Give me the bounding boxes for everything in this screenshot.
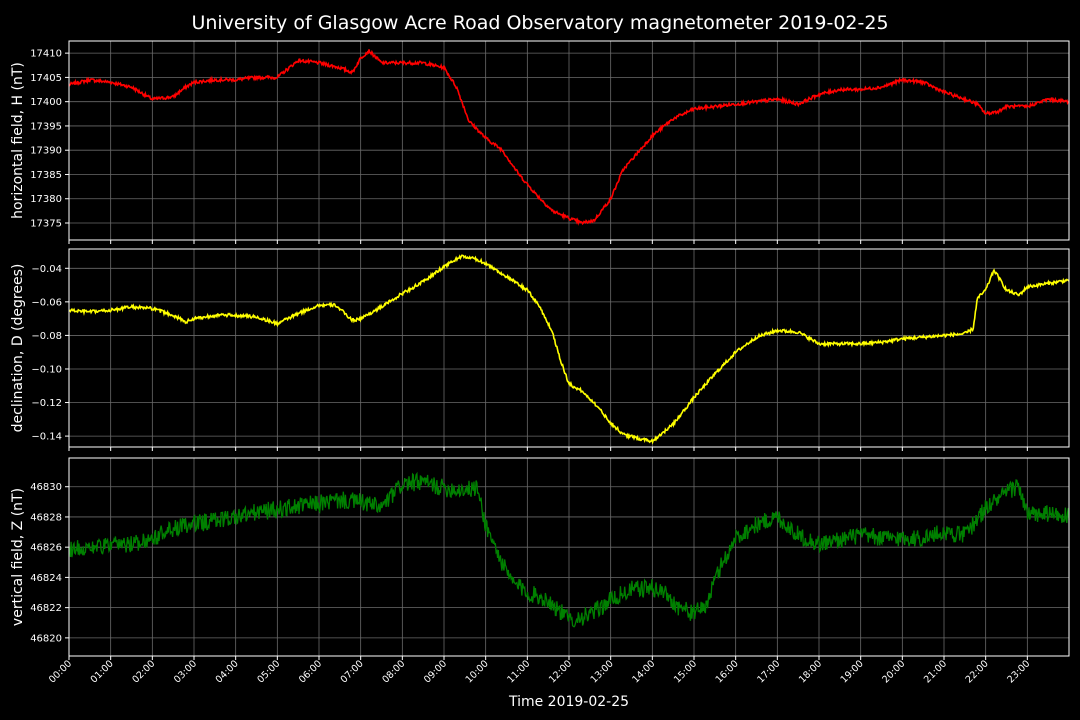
horizontal-field-y-tick-label: 17375 bbox=[30, 219, 62, 230]
vertical-field-y-tick-label: 46820 bbox=[30, 633, 62, 644]
horizontal-field-y-tick-label: 17395 bbox=[30, 121, 62, 132]
declination-line bbox=[68, 254, 1070, 445]
vertical-field-y-ticks: 46820 46822 46824 46826 46828 46830 bbox=[30, 482, 69, 644]
vertical-field-y-axis-label: vertical field, Z (nT) bbox=[10, 488, 26, 626]
horizontal-field-y-tick-label: 17410 bbox=[30, 49, 62, 60]
horizontal-field-y-tick-label: 17390 bbox=[30, 146, 62, 157]
vertical-field-line bbox=[68, 471, 1070, 628]
declination-y-tick-label: −0.10 bbox=[31, 364, 62, 375]
horizontal-field-y-axis-label: horizontal field, H (nT) bbox=[10, 62, 26, 219]
time-axis-label: Time 2019-02-25 bbox=[508, 694, 629, 710]
vertical-field-y-tick-label: 46822 bbox=[30, 603, 62, 614]
horizontal-field-y-tick-label: 17405 bbox=[30, 73, 62, 84]
horizontal-field-x-tickmarks bbox=[68, 240, 1028, 244]
horizontal-field-y-tick-label: 17400 bbox=[30, 97, 62, 108]
declination-y-axis-label: declination, D (degrees) bbox=[10, 264, 26, 433]
vertical-field-y-tick-label: 46828 bbox=[30, 512, 62, 523]
figure-title: University of Glasgow Acre Road Observat… bbox=[191, 12, 888, 34]
declination-y-ticks: −0.14 −0.12 −0.10 −0.08 −0.06 −0.04 bbox=[31, 264, 69, 443]
horizontal-field-panel: 17375 17380 17385 17390 17395 17400 17405 17410… bbox=[10, 40, 1070, 244]
declination-y-tick-label: −0.08 bbox=[31, 331, 62, 342]
declination-grid bbox=[68, 249, 1069, 447]
declination-y-tick-label: −0.12 bbox=[31, 398, 62, 409]
vertical-field-y-tick-label: 46826 bbox=[30, 543, 62, 554]
horizontal-field-y-tick-label: 17380 bbox=[30, 194, 62, 205]
vertical-field-grid bbox=[68, 458, 1069, 656]
vertical-field-panel: 46820 46822 46824 46826 46828 46830 vertical … bbox=[10, 457, 1070, 660]
declination-y-tick-label: −0.04 bbox=[31, 264, 62, 275]
declination-panel: −0.14 −0.12 −0.10 −0.08 −0.06 −0.04 declinati… bbox=[10, 248, 1070, 451]
declination-x-tickmarks bbox=[68, 447, 1028, 451]
vertical-field-x-tickmarks bbox=[68, 656, 1028, 660]
horizontal-field-y-tick-label: 17385 bbox=[30, 170, 62, 181]
vertical-field-y-tick-label: 46830 bbox=[30, 482, 62, 493]
declination-y-tick-label: −0.06 bbox=[31, 297, 62, 308]
horizontal-field-y-ticks: 17375 17380 17385 17390 17395 17400 17405 17410 bbox=[30, 49, 69, 230]
horizontal-field-line bbox=[68, 49, 1070, 226]
declination-y-tick-label: −0.14 bbox=[31, 432, 62, 443]
vertical-field-y-tick-label: 46824 bbox=[30, 573, 62, 584]
horizontal-field-grid bbox=[68, 41, 1069, 240]
